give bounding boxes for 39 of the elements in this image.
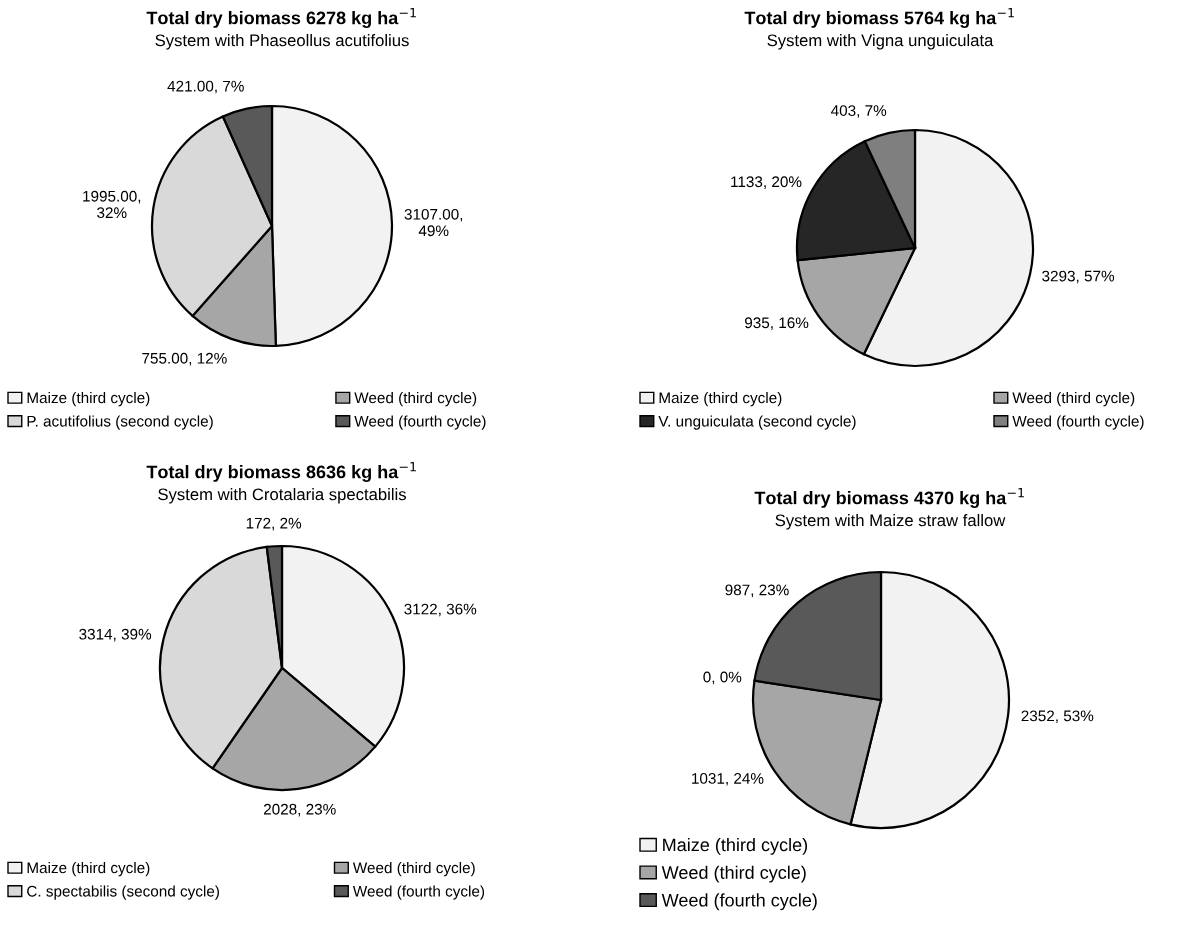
data-label: 421.00, 7% <box>167 80 244 94</box>
data-label: 172, 2% <box>246 517 302 531</box>
legend-label: Weed (third cycle) <box>352 862 475 877</box>
text: 0, 0% <box>703 671 742 685</box>
legend-label: Weed (fourth cycle) <box>354 415 486 430</box>
chart-subtitle: System with Phaseollus acutifolius <box>155 34 409 50</box>
data-label: 987, 23% <box>725 584 789 598</box>
legend-label: Maize (third cycle) <box>27 862 150 877</box>
legend-label: Weed (fourth cycle) <box>661 893 817 911</box>
legend-label: Maize (third cycle) <box>27 392 150 407</box>
legend-label: V. unguiculata (second cycle) <box>658 415 856 430</box>
data-label: 3314, 39% <box>79 628 152 642</box>
data-label: 935, 16% <box>745 317 809 330</box>
chart-title: Total dry biomass 8636 kg ha$^{−1}$ <box>146 462 416 482</box>
data-label: 3293, 57% <box>1042 270 1115 284</box>
data-label: 1995.00, 32% <box>83 190 141 219</box>
legend-label: Maize (third cycle) <box>659 392 782 407</box>
data-label: 403, 7% <box>831 105 887 118</box>
data-label: 3107.00, 49% <box>404 208 463 237</box>
chart-title: Total dry biomass 6278 kg ha$^{−1}$ <box>146 8 416 28</box>
chart-title: Total dry biomass 5764 kg ha$^{−1}$ <box>744 8 1014 28</box>
legend-label: C. spectabilis (second cycle) <box>27 885 219 900</box>
legend-label: Maize (third cycle) <box>663 838 808 855</box>
chart-subtitle: System with Maize straw fallow <box>775 514 1006 530</box>
data-label: 1133, 20% <box>731 176 802 189</box>
data-label: 2352, 53% <box>1021 710 1094 724</box>
legend-label: Weed (fourth cycle) <box>1012 415 1144 430</box>
legend-label: Weed (third cycle) <box>354 392 477 407</box>
legend-label: Weed (fourth cycle) <box>352 885 485 900</box>
data-label: 2028, 23% <box>263 803 336 817</box>
legend-label: Weed (third cycle) <box>1012 392 1135 407</box>
data-label: 3122, 36% <box>404 603 477 617</box>
legend-label: P. acutifolius (second cycle) <box>27 415 213 430</box>
chart-subtitle: System with Crotalaria spectabilis <box>158 488 406 504</box>
legend-label: Weed (third cycle) <box>661 865 806 883</box>
data-label: 755.00, 12% <box>142 352 227 366</box>
chart-subtitle: System with Vigna unguiculata <box>767 34 994 50</box>
data-label: 1031, 24% <box>692 772 764 786</box>
chart-title: Total dry biomass 4370 kg ha$^{−1}$ <box>754 488 1024 508</box>
